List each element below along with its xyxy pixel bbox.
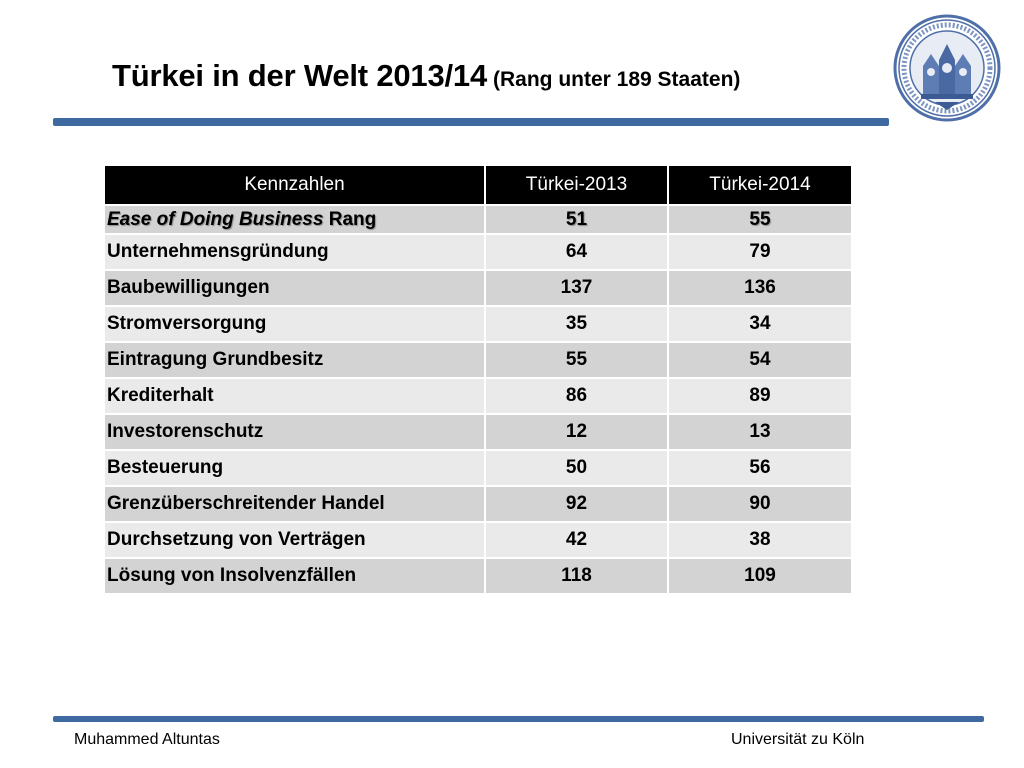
row-value-2014: 79 [667, 233, 853, 271]
title-underline-bar [53, 118, 889, 126]
slide-title: Türkei in der Welt 2013/14 (Rang unter 18… [112, 58, 740, 94]
table-row: Eintragung Grundbesitz 55 54 [103, 341, 853, 379]
header-tuerkei-2014: Türkei-2014 [667, 166, 853, 206]
row-value-2014: 55 [667, 204, 853, 235]
table-row: Besteuerung 50 56 [103, 449, 853, 487]
row-value-2014: 13 [667, 413, 853, 451]
university-seal-icon [893, 14, 1001, 122]
indicator-table-container: Kennzahlen Türkei-2013 Türkei-2014 Ease … [103, 166, 853, 595]
row-value-2014: 56 [667, 449, 853, 487]
row-value-2013: 92 [484, 485, 669, 523]
row-label-italic: Ease of Doing Business [107, 208, 324, 230]
table-row: Unternehmensgründung 64 79 [103, 233, 853, 271]
slide-subtitle: (Rang unter 189 Staaten) [493, 68, 741, 91]
table-row: Lösung von Insolvenzfällen 118 109 [103, 557, 853, 595]
row-value-2014: 109 [667, 557, 853, 595]
header-kennzahlen: Kennzahlen [103, 166, 486, 206]
row-value-2014: 38 [667, 521, 853, 559]
row-label: Grenzüberschreitender Handel [103, 485, 486, 523]
footer-institution: Universität zu Köln [731, 731, 865, 748]
table-row: Investorenschutz 12 13 [103, 413, 853, 451]
row-label: Baubewilligungen [103, 269, 486, 307]
row-value-2013: 64 [484, 233, 669, 271]
row-value-2014: 89 [667, 377, 853, 415]
row-value-2013: 118 [484, 557, 669, 595]
table-row: Baubewilligungen 137 136 [103, 269, 853, 307]
row-label: Lösung von Insolvenzfällen [103, 557, 486, 595]
row-label-rest: Rang [328, 208, 377, 230]
row-value-2013: 137 [484, 269, 669, 307]
row-value-2014: 136 [667, 269, 853, 307]
row-label: Eintragung Grundbesitz [103, 341, 486, 379]
row-label: Unternehmensgründung [103, 233, 486, 271]
header-tuerkei-2013: Türkei-2013 [484, 166, 669, 206]
footer-author: Muhammed Altuntas [74, 731, 220, 748]
footer-divider-bar [53, 716, 984, 722]
row-value-2013: 51 [484, 204, 669, 235]
row-value-2013: 86 [484, 377, 669, 415]
row-value-2013: 35 [484, 305, 669, 343]
row-value-2013: 42 [484, 521, 669, 559]
row-label: Stromversorgung [103, 305, 486, 343]
slide-title-main: Türkei in der Welt 2013/14 [112, 58, 488, 93]
table-header-row: Kennzahlen Türkei-2013 Türkei-2014 [103, 166, 853, 206]
table-row: Grenzüberschreitender Handel 92 90 [103, 485, 853, 523]
row-label: Besteuerung [103, 449, 486, 487]
row-value-2014: 90 [667, 485, 853, 523]
row-label: Durchsetzung von Verträgen [103, 521, 486, 559]
row-label: Ease of Doing Business Rang [103, 204, 486, 235]
table-row: Krediterhalt 86 89 [103, 377, 853, 415]
row-label: Investorenschutz [103, 413, 486, 451]
table-row: Stromversorgung 35 34 [103, 305, 853, 343]
row-value-2013: 55 [484, 341, 669, 379]
row-value-2014: 54 [667, 341, 853, 379]
row-value-2014: 34 [667, 305, 853, 343]
indicator-table: Kennzahlen Türkei-2013 Türkei-2014 Ease … [103, 166, 853, 595]
table-row: Durchsetzung von Verträgen 42 38 [103, 521, 853, 559]
row-value-2013: 50 [484, 449, 669, 487]
row-label: Krediterhalt [103, 377, 486, 415]
table-row-ease-of-doing-business: Ease of Doing Business Rang 51 55 [103, 204, 853, 235]
row-value-2013: 12 [484, 413, 669, 451]
